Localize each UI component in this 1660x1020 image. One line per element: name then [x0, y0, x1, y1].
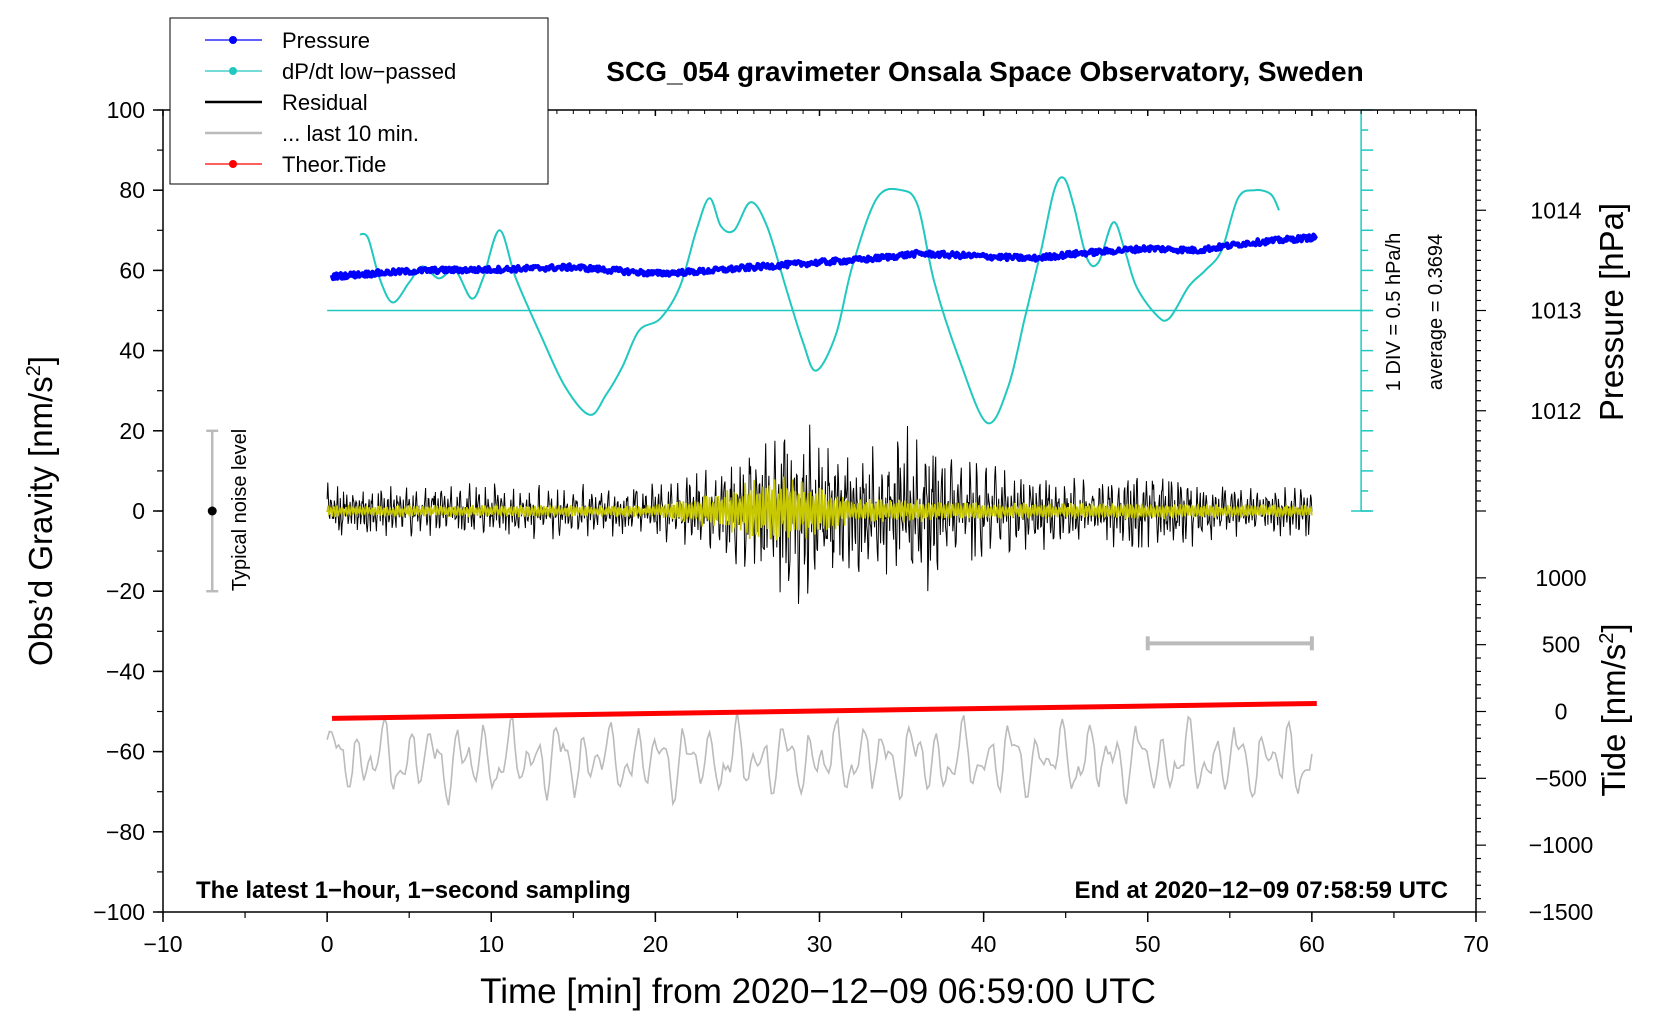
svg-text:Obs’d Gravity [nm/s2]: Obs’d Gravity [nm/s2] [22, 356, 59, 666]
x-tick-label: 60 [1299, 931, 1325, 957]
series-pressure [329, 232, 1319, 282]
series-layer [206, 109, 1374, 807]
footer-right: End at 2020−12−09 07:58:59 UTC [1074, 877, 1448, 904]
legend: Pressure dP/dt low−passed Residual ... last… [169, 17, 549, 185]
noise-bar-center [207, 506, 217, 516]
legend-label: dP/dt low−passed [282, 59, 456, 84]
y-tick-label: 0 [132, 498, 145, 524]
x-tick-label: 70 [1463, 931, 1489, 957]
series-residual [326, 424, 1313, 604]
tide-axis-label: Tide [nm/s2] [1595, 623, 1632, 796]
series-dpdt [359, 176, 1280, 425]
y-tick-label: 20 [119, 418, 145, 444]
x-axis-label: Time [min] from 2020−12−09 06:59:00 UTC [480, 972, 1156, 1011]
pressure-tick-label: 1014 [1530, 197, 1581, 223]
x-tick-label: 20 [643, 931, 669, 957]
pressure-axis-label-text: Pressure [hPa] [1593, 203, 1630, 421]
pressure-tick-label: 1013 [1530, 298, 1581, 324]
y-tick-label: −40 [106, 658, 145, 684]
legend-swatch-marker [229, 67, 237, 75]
axes-layer: −10 0 10 20 30 40 50 60 70100806040200−20−40−60−… [93, 97, 1593, 957]
svg-text:Tide [nm/s2]: Tide [nm/s2] [1595, 623, 1632, 796]
series-theor-tide [332, 700, 1317, 721]
legend-label: Residual [282, 90, 368, 115]
pressure-axis-label: Pressure [hPa] [1593, 203, 1630, 421]
tide-tick-label: 0 [1555, 699, 1568, 725]
dpdt-div-label-text: 1 DIV = 0.5 hPa/h [1383, 233, 1405, 391]
tide-tick-label: 1000 [1535, 565, 1586, 591]
tide-axis-label-main: Tide [nm/s [1595, 644, 1632, 797]
y-axis-label-main: Obs’d Gravity [nm/s [22, 376, 59, 666]
x-tick-label: 30 [807, 931, 833, 957]
y-tick-label: −20 [106, 578, 145, 604]
tide-tick-label: −1500 [1529, 899, 1594, 925]
legend-label: Theor.Tide [282, 152, 386, 177]
noise-level-label-text: Typical noise level [229, 429, 251, 591]
x-tick-label: −10 [143, 931, 182, 957]
y-axis-label: Obs’d Gravity [nm/s2] [22, 356, 59, 666]
y-tick-label: −100 [93, 899, 145, 925]
legend-swatch-marker [229, 36, 237, 44]
y-tick-label: 60 [119, 257, 145, 283]
y-axis-label-sup: 2 [23, 365, 45, 376]
dpdt-average-label-text: average = 0.3694 [1425, 234, 1447, 390]
tide-axis-label-sup: 2 [1596, 633, 1618, 644]
y-tick-label: −80 [106, 819, 145, 845]
legend-swatch-marker [229, 160, 237, 168]
y-tick-label: 40 [119, 338, 145, 364]
legend-label: Pressure [282, 28, 370, 53]
x-tick-label: 0 [321, 931, 334, 957]
dpdt-average-label: average = 0.3694 [1425, 234, 1447, 390]
legend-label: ... last 10 min. [282, 121, 419, 146]
x-tick-label: 50 [1135, 931, 1161, 957]
series-last-10-min [326, 711, 1313, 807]
x-tick-label: 40 [971, 931, 997, 957]
tide-tick-label: −1000 [1529, 832, 1594, 858]
pressure-tick-label: 1012 [1530, 398, 1581, 424]
dpdt-div-label: 1 DIV = 0.5 hPa/h [1383, 233, 1405, 391]
y-tick-label: 100 [107, 97, 145, 123]
tide-axis-label-end: ] [1595, 623, 1632, 632]
y-tick-label: −60 [106, 739, 145, 765]
y-tick-label: 80 [119, 177, 145, 203]
footer-left: The latest 1−hour, 1−second sampling [196, 877, 631, 904]
x-tick-label: 10 [478, 931, 504, 957]
chart-title: SCG_054 gravimeter Onsala Space Observat… [606, 56, 1363, 87]
noise-level-label: Typical noise level [229, 429, 251, 591]
series-filtered-residual [326, 476, 1313, 541]
y-axis-label-end: ] [22, 356, 59, 365]
tide-tick-label: 500 [1542, 632, 1580, 658]
tide-tick-label: −500 [1535, 765, 1587, 791]
